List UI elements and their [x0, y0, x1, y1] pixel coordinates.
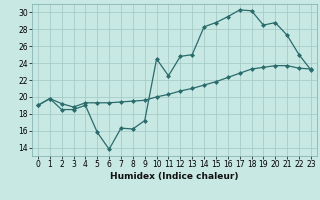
X-axis label: Humidex (Indice chaleur): Humidex (Indice chaleur): [110, 172, 239, 181]
